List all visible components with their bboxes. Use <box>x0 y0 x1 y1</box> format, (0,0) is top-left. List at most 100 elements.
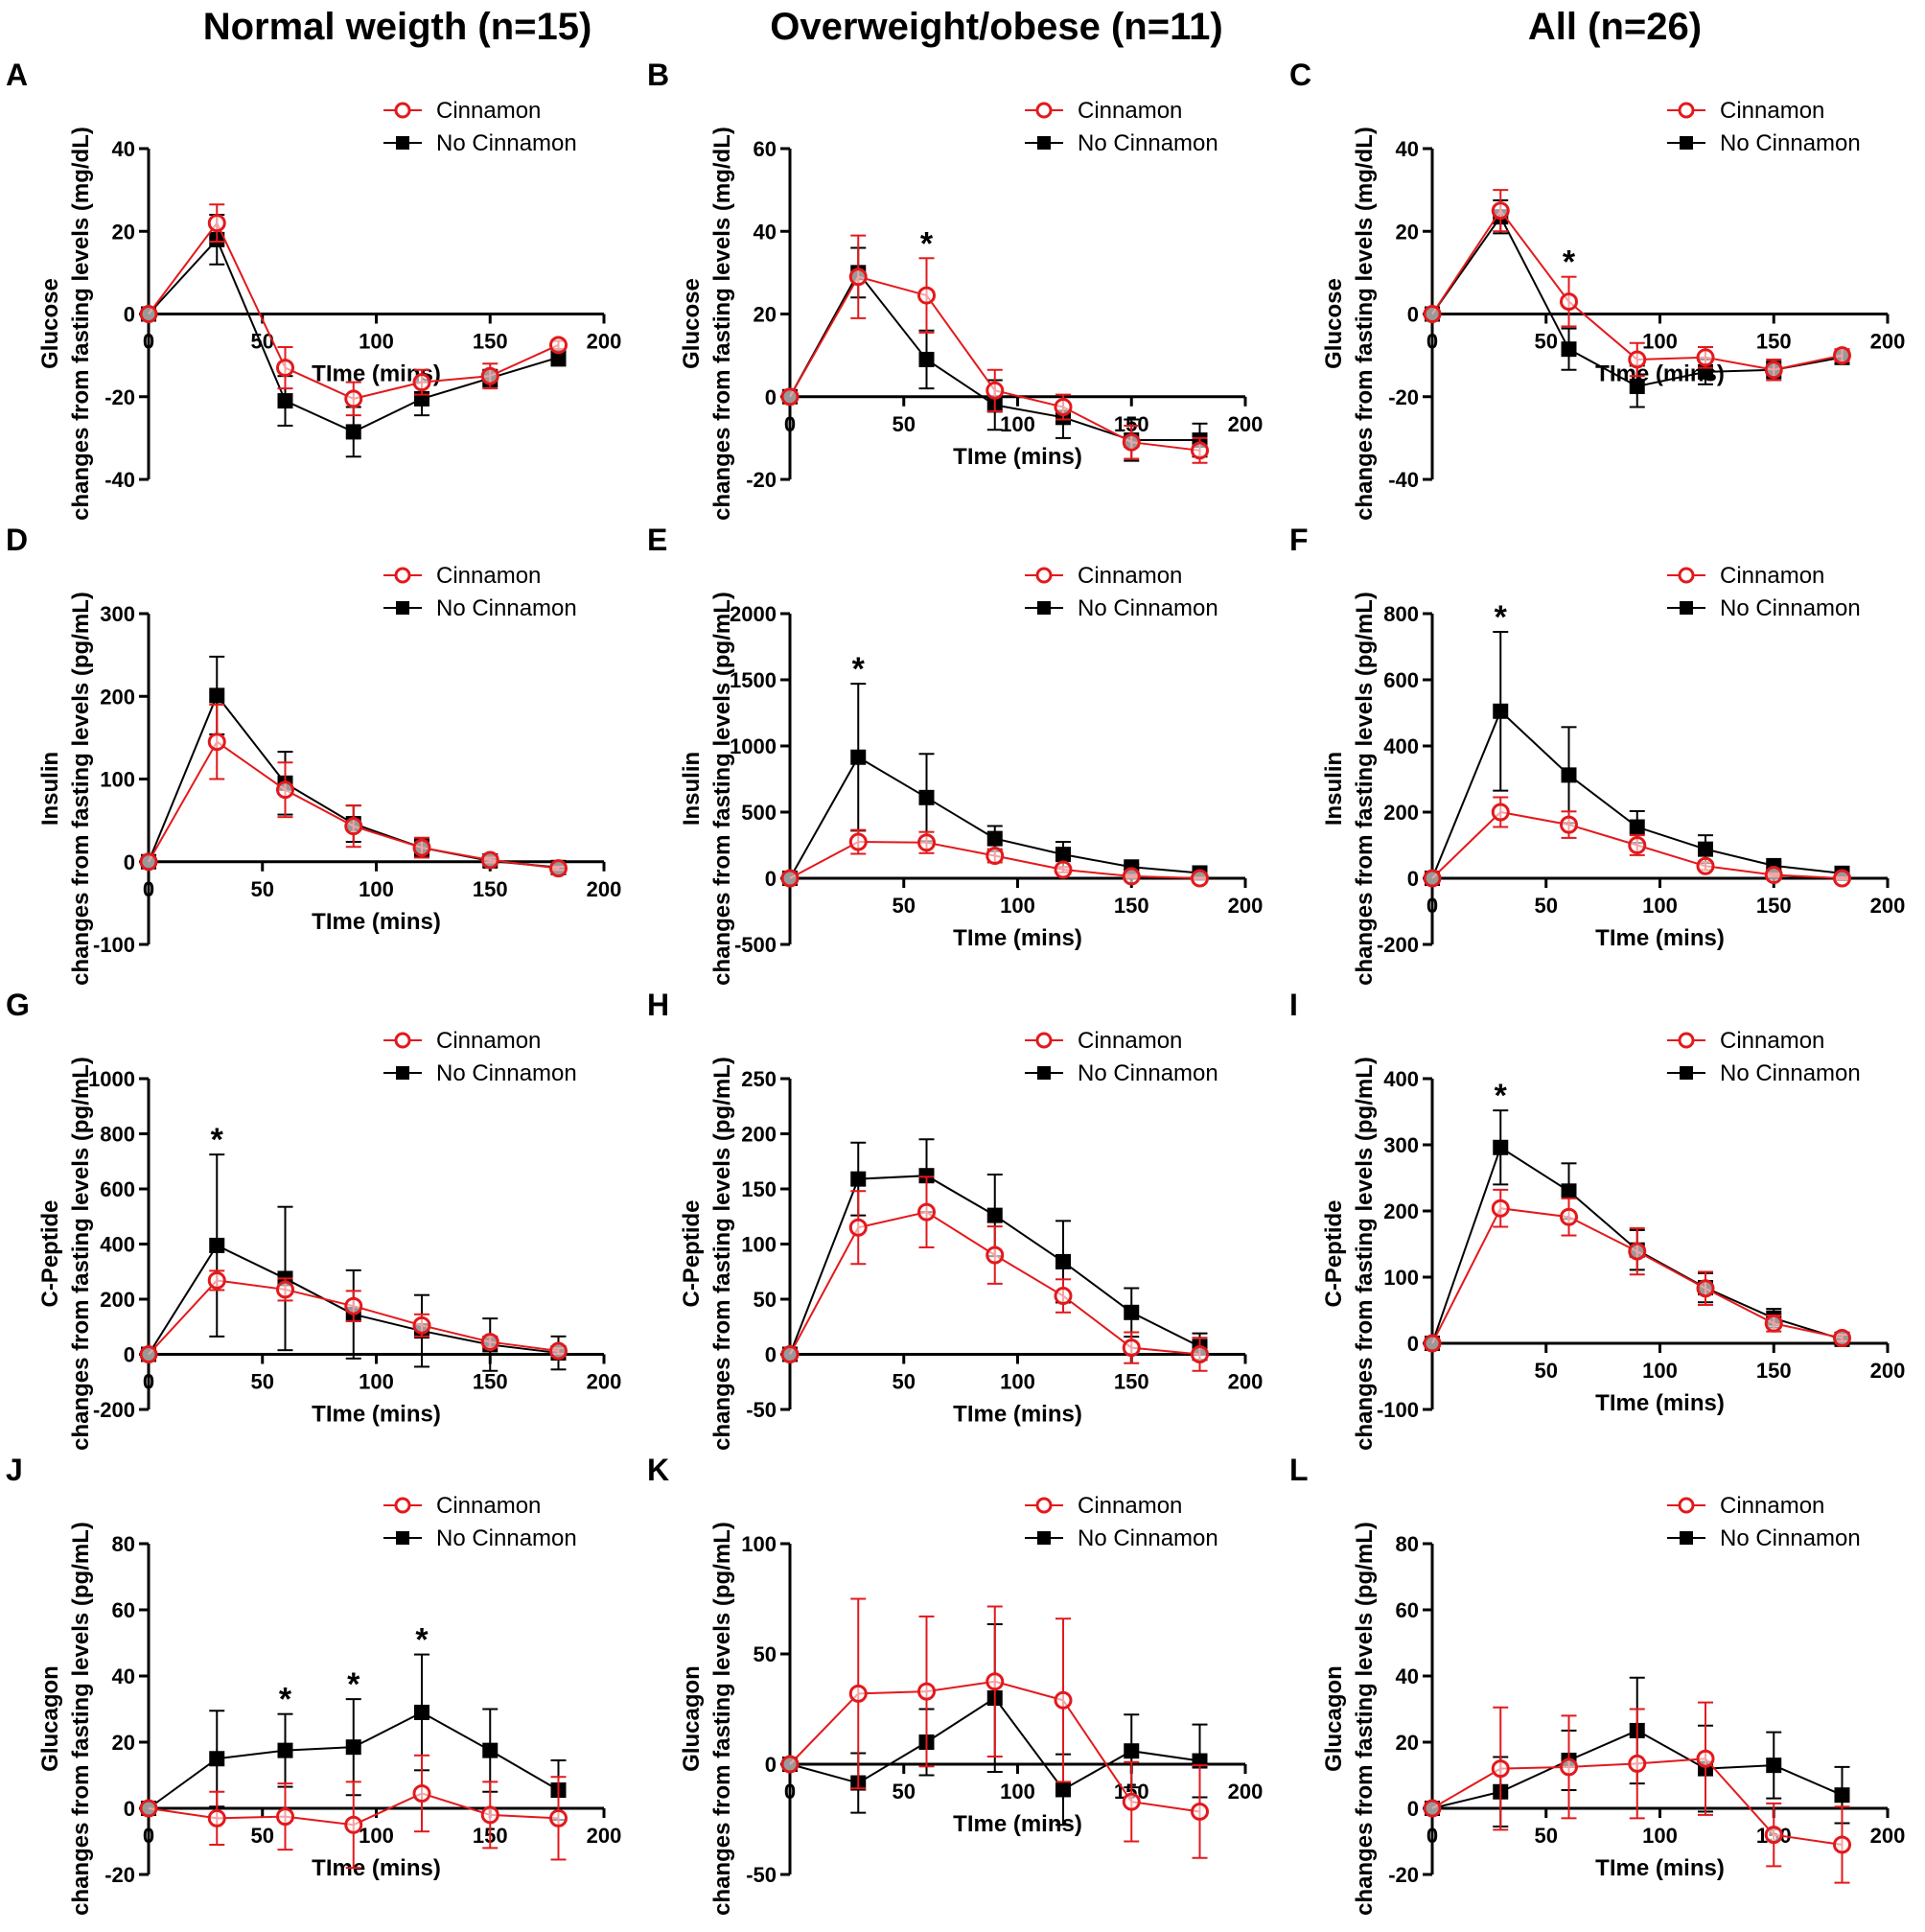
data-point-cinnamon <box>1491 803 1510 822</box>
legend-label-no-cinnamon: No Cinnamon <box>1078 1525 1218 1551</box>
x-tick-label: 50 <box>1535 330 1558 354</box>
data-point-cinnamon <box>412 1315 431 1335</box>
y-tick-label: 300 <box>1383 1133 1419 1157</box>
y-axis-label: Glucose <box>37 278 63 369</box>
data-point-cinnamon <box>1764 1314 1783 1333</box>
panel-letter: L <box>1289 1453 1309 1487</box>
y-tick-label: 300 <box>100 602 135 626</box>
data-point-cinnamon <box>1122 432 1141 452</box>
x-tick-label: 50 <box>1535 1359 1558 1383</box>
legend-marker-no-cinnamon <box>1680 136 1693 150</box>
panel-letter: G <box>6 988 30 1022</box>
x-tick-label: 0 <box>1426 1824 1438 1848</box>
significance-asterisk: * <box>211 1122 224 1158</box>
data-point-no-cinnamon <box>1493 1139 1509 1155</box>
y-tick-label: 150 <box>741 1177 777 1201</box>
x-tick-label: 200 <box>587 330 622 354</box>
y-tick-label: 40 <box>1396 1664 1419 1688</box>
data-point-no-cinnamon <box>918 1168 935 1184</box>
y-tick-label: 500 <box>741 801 777 825</box>
data-point-cinnamon <box>1423 869 1442 888</box>
x-tick-label: 50 <box>251 877 274 901</box>
y-tick-label: 40 <box>112 1664 135 1688</box>
legend-label-cinnamon: Cinnamon <box>436 1493 541 1519</box>
data-point-no-cinnamon <box>550 349 567 365</box>
panel-f: F -200 0 200 400 600 800 0 50 100 150 200 TIme (mins… <box>1284 523 1925 1002</box>
y-tick-label: 100 <box>100 768 135 792</box>
x-tick-label: 50 <box>893 412 916 436</box>
data-point-cinnamon <box>780 1345 800 1363</box>
x-tick-label: 100 <box>359 877 394 901</box>
significance-asterisk: * <box>279 1682 292 1718</box>
legend-marker-no-cinnamon <box>396 601 409 615</box>
data-point-cinnamon <box>1833 1328 1851 1347</box>
series-cinnamon <box>1423 796 1851 888</box>
panel-letter: K <box>647 1453 670 1487</box>
legend-label-cinnamon: Cinnamon <box>436 98 541 124</box>
panel-letter: D <box>6 523 29 557</box>
significance-asterisk: * <box>1495 599 1508 636</box>
y-tick-label: 20 <box>754 303 777 327</box>
data-point-cinnamon <box>276 1280 294 1299</box>
legend-marker-no-cinnamon <box>1037 1066 1051 1080</box>
data-point-cinnamon <box>276 780 294 800</box>
y-tick-label: 0 <box>765 1343 777 1367</box>
legend: Cinnamon No Cinnamon <box>383 1493 577 1551</box>
data-point-cinnamon <box>480 366 499 385</box>
panel-letter: B <box>647 58 670 92</box>
x-axis-label: TIme (mins) <box>953 444 1082 470</box>
data-point-cinnamon <box>207 733 226 752</box>
data-point-cinnamon <box>1054 860 1073 879</box>
data-point-cinnamon <box>1122 867 1141 886</box>
data-point-cinnamon <box>1833 346 1851 365</box>
data-point-cinnamon <box>1764 866 1783 885</box>
data-point-no-cinnamon <box>1629 378 1645 394</box>
y-tick-label: 60 <box>754 137 777 161</box>
y-tick-label: 100 <box>741 1233 777 1257</box>
legend-marker-cinnamon <box>1035 567 1053 584</box>
data-point-no-cinnamon <box>1766 1757 1782 1774</box>
data-point-cinnamon <box>1560 1207 1578 1226</box>
x-tick-label: 150 <box>473 330 508 354</box>
column-header-normal-weight: Normal weigth (n=15) <box>202 6 592 48</box>
legend-marker-cinnamon <box>1678 567 1695 584</box>
x-axis-label: TIme (mins) <box>1595 1390 1725 1416</box>
y-tick-label: -100 <box>1377 1398 1419 1422</box>
y-tick-label: 1500 <box>730 668 777 692</box>
x-tick-label: 50 <box>893 1780 916 1804</box>
legend: Cinnamon No Cinnamon <box>1667 98 1861 156</box>
data-point-no-cinnamon <box>1124 1304 1140 1320</box>
x-tick-label: 100 <box>1642 1824 1678 1848</box>
panel-letter: I <box>1289 988 1298 1022</box>
data-point-cinnamon <box>139 1345 158 1363</box>
y-tick-label: 60 <box>1396 1598 1419 1622</box>
data-point-cinnamon <box>412 838 431 857</box>
y-tick-label: 400 <box>1383 734 1419 758</box>
data-point-cinnamon <box>1191 1345 1209 1363</box>
significance-asterisk: * <box>920 225 934 262</box>
y-tick-label: 0 <box>765 867 777 891</box>
y-tick-label: 200 <box>1383 801 1419 825</box>
legend-marker-cinnamon <box>1035 1032 1053 1049</box>
x-tick-label: 150 <box>473 1370 508 1394</box>
data-point-no-cinnamon <box>1055 1253 1071 1269</box>
y-tick-label: 20 <box>112 220 135 244</box>
data-point-no-cinnamon <box>1055 847 1071 863</box>
y-axis-label: changes from fasting levels (pg/mL) <box>1352 592 1378 986</box>
y-tick-label: 0 <box>765 1753 777 1777</box>
chart-d: -100 0 100 200 300 0 50 100 150 200 TIme (mins) Ins… <box>37 563 621 986</box>
x-axis-label: TIme (mins) <box>1595 925 1725 951</box>
legend-marker-no-cinnamon <box>396 136 409 150</box>
significance-asterisk: * <box>1495 1078 1508 1114</box>
series-no-cinnamon <box>141 1653 567 1822</box>
y-tick-label: 100 <box>741 1532 777 1556</box>
chart-e: -500 0 500 1000 1500 2000 50 100 150 200 TIme (min… <box>679 563 1264 986</box>
y-tick-label: 400 <box>1383 1067 1419 1091</box>
y-tick-label: 800 <box>1383 602 1419 626</box>
x-tick-label: 200 <box>1228 894 1264 918</box>
y-tick-label: -200 <box>93 1398 135 1422</box>
y-tick-label: 0 <box>124 850 135 874</box>
y-tick-label: -20 <box>1388 1863 1419 1887</box>
chart-h: -50 0 50 100 150 200 250 50 100 150 200 TIme (mins)… <box>679 1028 1263 1451</box>
